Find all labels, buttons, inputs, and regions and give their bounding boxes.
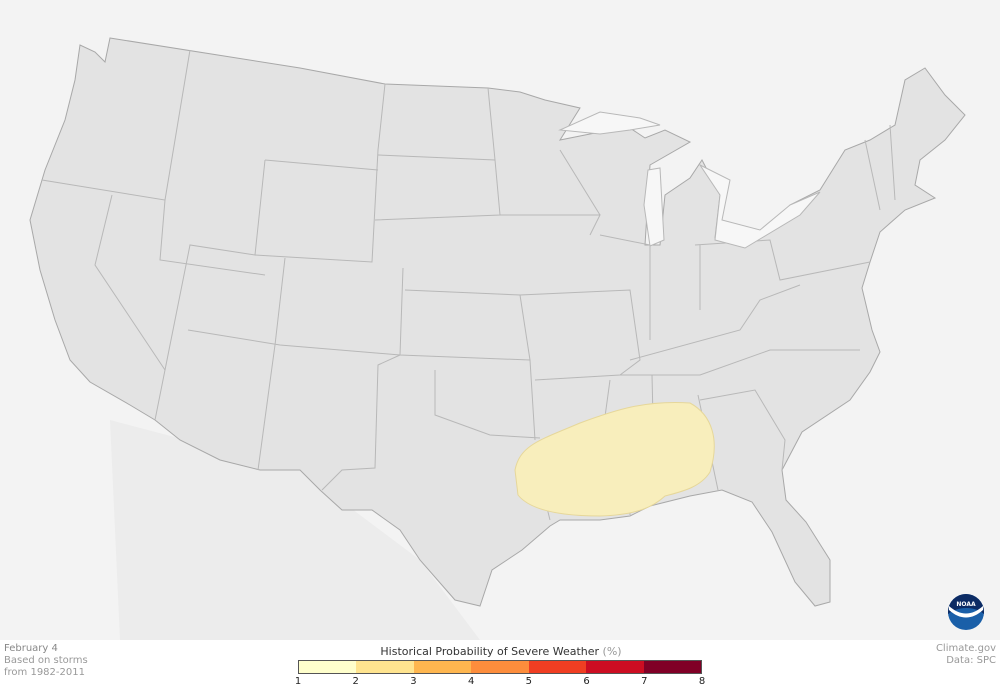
- legend-tick-label: 1: [294, 676, 302, 687]
- legend-swatch: [528, 661, 587, 673]
- legend-tick-label: 7: [641, 676, 648, 687]
- credit-text: Climate.gov: [935, 643, 996, 654]
- legend-title-text: Historical Probability of Severe Weather: [380, 645, 600, 658]
- legend-tick-label: 8: [698, 676, 706, 687]
- legend-tick-label: 3: [410, 676, 417, 687]
- footer: February 4 Based on storms from 1982-201…: [0, 640, 1000, 690]
- legend-title: Historical Probability of Severe Weather…: [300, 645, 702, 658]
- state-border: [629, 284, 801, 361]
- legend-tick-label: 5: [525, 676, 533, 687]
- legend-swatch: [299, 661, 357, 673]
- svg-text:NOAA: NOAA: [956, 601, 976, 608]
- legend-swatch: [643, 661, 701, 673]
- data-source: Data: SPC: [946, 655, 996, 666]
- state-border: [699, 389, 786, 471]
- legend-tick-label: 4: [467, 676, 475, 687]
- credits: Climate.gov Data: SPC: [936, 643, 996, 667]
- legend-swatch: [586, 661, 644, 673]
- state-border: [264, 159, 379, 171]
- state-border: [620, 349, 860, 376]
- legend-swatch: [356, 661, 414, 673]
- legend-unit: (%): [602, 645, 622, 658]
- legend-tick-label: 6: [583, 676, 590, 687]
- severe-weather-probability-area: [514, 401, 715, 517]
- great-lakes: [558, 111, 821, 249]
- state-border: [864, 124, 896, 211]
- lake-superior: [558, 111, 661, 135]
- lake-michigan: [643, 167, 665, 247]
- state-border: [94, 194, 166, 371]
- state-border: [254, 83, 386, 263]
- state-border: [374, 154, 501, 221]
- noaa-logo: NOAA: [948, 594, 984, 630]
- state-border: [559, 149, 651, 246]
- state-border: [41, 179, 266, 276]
- legend-swatch: [471, 661, 529, 673]
- note-line-1: Based on storms: [4, 655, 88, 666]
- legend-color-bar: [298, 660, 702, 674]
- map-date: February 4: [4, 643, 58, 654]
- us-map: NOAA: [0, 0, 1000, 640]
- state-border: [404, 289, 536, 441]
- state-border: [519, 289, 641, 381]
- mexico-land: [110, 420, 480, 640]
- state-border: [434, 370, 541, 439]
- lake-huron-erie: [698, 163, 821, 249]
- state-border: [487, 87, 496, 161]
- map-info: February 4 Based on storms from 1982-201…: [4, 643, 88, 679]
- legend-swatch: [413, 661, 472, 673]
- state-border: [154, 159, 266, 421]
- state-border: [321, 267, 404, 491]
- state-border: [187, 329, 531, 361]
- state-border: [164, 49, 191, 201]
- state-border: [257, 257, 286, 471]
- legend-tick-label: 2: [352, 676, 359, 687]
- note-line-2: from 1982-2011: [4, 667, 85, 678]
